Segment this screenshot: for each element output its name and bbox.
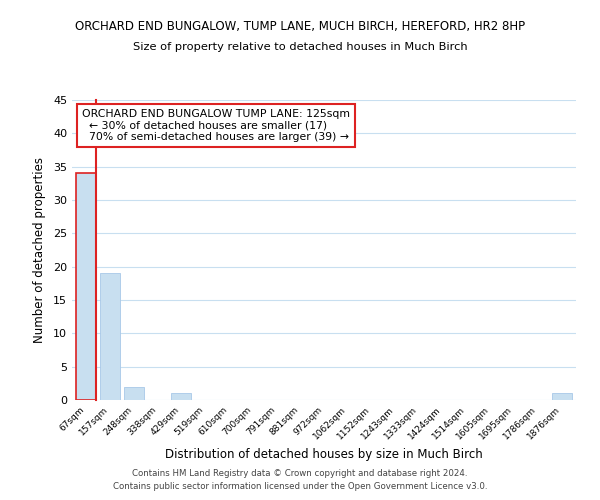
- Bar: [124, 386, 144, 400]
- Text: ORCHARD END BUNGALOW TUMP LANE: 125sqm
  ← 30% of detached houses are smaller (1: ORCHARD END BUNGALOW TUMP LANE: 125sqm ←…: [82, 109, 350, 142]
- Bar: [551, 394, 572, 400]
- Text: Contains HM Land Registry data © Crown copyright and database right 2024.: Contains HM Land Registry data © Crown c…: [132, 468, 468, 477]
- Bar: [100, 274, 120, 400]
- Bar: [76, 174, 97, 400]
- Text: Size of property relative to detached houses in Much Birch: Size of property relative to detached ho…: [133, 42, 467, 52]
- X-axis label: Distribution of detached houses by size in Much Birch: Distribution of detached houses by size …: [165, 448, 483, 461]
- Text: ORCHARD END BUNGALOW, TUMP LANE, MUCH BIRCH, HEREFORD, HR2 8HP: ORCHARD END BUNGALOW, TUMP LANE, MUCH BI…: [75, 20, 525, 33]
- Bar: [171, 394, 191, 400]
- Y-axis label: Number of detached properties: Number of detached properties: [33, 157, 46, 343]
- Text: Contains public sector information licensed under the Open Government Licence v3: Contains public sector information licen…: [113, 482, 487, 491]
